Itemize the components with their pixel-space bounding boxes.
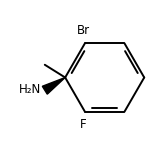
Text: F: F xyxy=(80,118,87,131)
Polygon shape xyxy=(42,78,65,94)
Text: Br: Br xyxy=(77,24,90,37)
Text: H₂N: H₂N xyxy=(19,83,41,96)
